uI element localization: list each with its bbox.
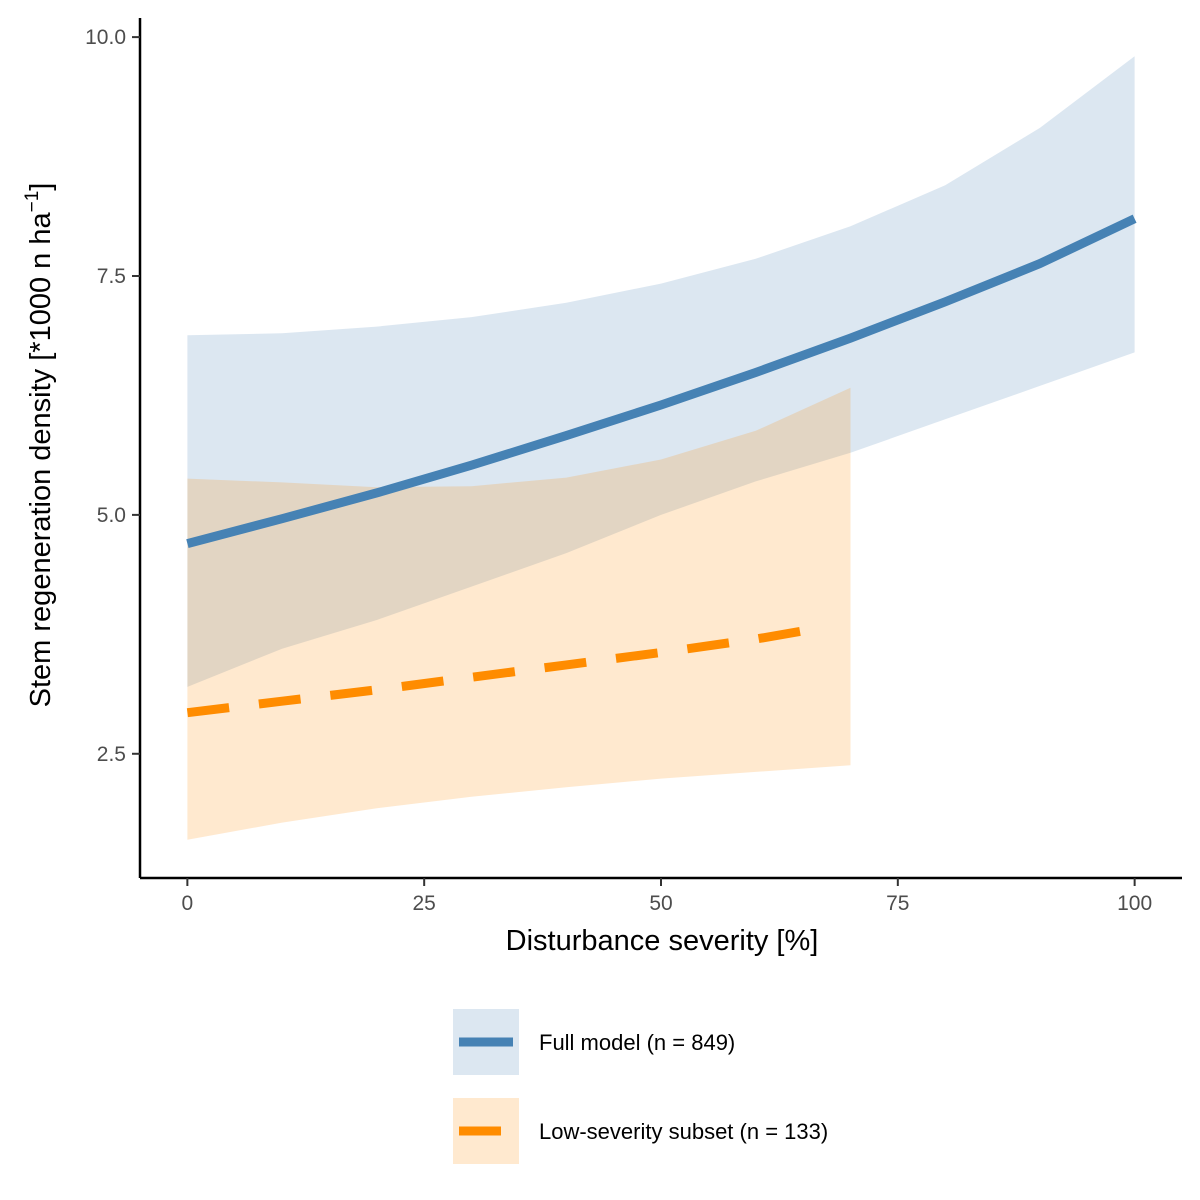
x-tick-label: 100 (1117, 892, 1152, 915)
y-axis-title: Stem regeneration density [*1000 n ha−1] (22, 183, 57, 708)
legend-item: Low-severity subset (n = 133) (453, 1098, 828, 1164)
x-tick-label: 50 (649, 892, 672, 915)
ribbon-full-model (187, 56, 1135, 687)
y-tick-label: 10.0 (85, 26, 126, 49)
y-tick-label: 5.0 (97, 504, 126, 527)
x-tick-label: 25 (413, 892, 436, 915)
series-line-low-severity (186, 623, 823, 718)
x-axis-title: Disturbance severity [%] (506, 925, 819, 957)
y-axis-title-close: ] (25, 183, 57, 191)
y-axis-title-main: Stem regeneration density [*1000 n ha (25, 212, 57, 708)
legend-label: Low-severity subset (n = 133) (539, 1119, 828, 1144)
y-tick-label: 2.5 (97, 743, 126, 766)
series-line-full-model (186, 214, 1137, 548)
y-axis-title-superscript: −1 (22, 191, 43, 213)
confidence-ribbons (187, 56, 1135, 840)
x-tick-label: 75 (886, 892, 909, 915)
y-tick-label: 7.5 (97, 265, 126, 288)
legend-label: Full model (n = 849) (539, 1030, 735, 1055)
legend-item: Full model (n = 849) (453, 1009, 735, 1075)
legend: Full model (n = 849) Low-severity subset … (453, 1009, 828, 1164)
x-tick-label: 0 (182, 892, 194, 915)
x-ticks: 0 25 50 75 100 (182, 878, 1152, 915)
series-lines (186, 214, 1137, 718)
y-ticks: 2.5 5.0 7.5 10.0 (85, 26, 140, 766)
